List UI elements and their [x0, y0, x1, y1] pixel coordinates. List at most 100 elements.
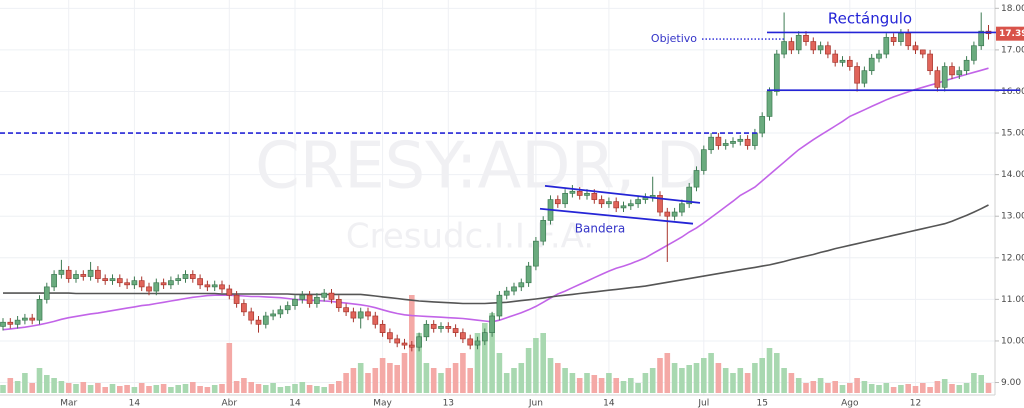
- volume-bar: [343, 373, 349, 393]
- volume-bar: [197, 386, 203, 393]
- candle-body: [533, 240, 539, 267]
- x-tick-label: Abr: [222, 399, 238, 408]
- volume-bar: [284, 386, 291, 393]
- candle-body: [693, 170, 700, 188]
- candle-body: [51, 274, 57, 288]
- candle-body: [919, 49, 926, 55]
- candle-body: [416, 336, 422, 348]
- volume-bar: [649, 368, 656, 393]
- candle-body: [525, 265, 532, 284]
- volume-bar: [416, 333, 422, 393]
- volume-bar: [292, 384, 298, 393]
- x-tick-label: 13: [443, 399, 454, 408]
- candle-body: [255, 319, 262, 325]
- volume-bar: [817, 378, 824, 393]
- candle-body: [584, 192, 590, 196]
- y-tick-label: 15.00: [1001, 129, 1024, 139]
- candle-body: [679, 203, 685, 213]
- candle-body: [153, 282, 160, 292]
- candle-body: [481, 332, 488, 342]
- flag-lower: [539, 207, 694, 225]
- volume-bar: [511, 368, 517, 393]
- volume-bar: [664, 353, 671, 393]
- candle-body: [489, 315, 495, 333]
- candle-body: [445, 326, 452, 329]
- candle-body: [430, 323, 437, 329]
- candle-body: [219, 284, 225, 290]
- volume-bar: [233, 381, 240, 393]
- volume-bar: [883, 383, 890, 393]
- candle-body: [846, 59, 853, 67]
- volume-bar: [832, 381, 838, 393]
- volume-bar: [847, 383, 853, 393]
- volume-bar: [452, 363, 459, 393]
- candle-body: [7, 321, 14, 325]
- candle-body: [810, 41, 817, 51]
- candle-body: [876, 53, 882, 59]
- x-tick-label: Mar: [60, 399, 77, 408]
- watermark-subtitle: Cresudc.I.I.F.A.: [346, 217, 594, 257]
- volume-bar: [657, 358, 663, 393]
- volume-bar: [430, 368, 437, 393]
- volume-bar: [795, 378, 802, 393]
- volume-bar: [547, 358, 554, 393]
- volume-bar: [401, 353, 408, 393]
- volume-bar: [934, 381, 941, 393]
- volume-bar: [737, 368, 744, 393]
- last-price-box: [996, 26, 1024, 41]
- volume-bar: [774, 353, 780, 393]
- volume-bar: [0, 385, 6, 393]
- volume-bar: [956, 385, 963, 393]
- volume-bar: [708, 353, 714, 393]
- volume-bar: [482, 323, 488, 393]
- candle-body: [146, 286, 152, 292]
- volume-bar: [138, 383, 145, 393]
- volume-bar: [226, 343, 233, 393]
- volume-bar: [255, 384, 262, 393]
- y-tick-label: 17.00: [1001, 45, 1024, 55]
- candle-body: [861, 70, 868, 84]
- volume-bar: [387, 363, 393, 393]
- candle-body: [314, 296, 320, 304]
- volume-bar: [124, 385, 130, 393]
- candle-body: [890, 37, 897, 42]
- volume-bar: [467, 368, 473, 393]
- volume-bar: [160, 384, 167, 393]
- candle-body: [722, 143, 729, 146]
- candle-body: [299, 294, 306, 300]
- volume-bar: [825, 383, 831, 393]
- volume-bar: [14, 381, 21, 393]
- candle-body: [971, 45, 977, 61]
- volume-bar: [898, 385, 904, 393]
- volume-bar: [788, 373, 795, 393]
- candle-body: [803, 34, 809, 42]
- volume-bar: [927, 387, 933, 393]
- x-tick-label: 12: [910, 399, 921, 408]
- volume-bar: [978, 375, 984, 393]
- moving-average: [3, 204, 989, 305]
- y-tick-label: 18.00: [1001, 4, 1024, 14]
- volume-bar: [182, 384, 189, 393]
- candle-body: [598, 199, 605, 205]
- candle-body: [277, 309, 284, 315]
- volume-bar: [36, 368, 43, 393]
- candle-body: [606, 201, 612, 205]
- volume-bar: [7, 378, 14, 393]
- volume-bar: [474, 333, 481, 393]
- volume-bar: [350, 368, 357, 393]
- candle-body: [635, 199, 641, 205]
- candle-body: [825, 45, 831, 55]
- volume-bar: [314, 386, 320, 393]
- candle-body: [941, 66, 948, 88]
- volume-bar: [394, 365, 400, 393]
- last-price-label: 17.39: [999, 29, 1024, 39]
- volume-bar: [766, 348, 773, 393]
- candle-body: [773, 53, 780, 92]
- y-tick-label: 12.00: [1001, 253, 1024, 263]
- candle-body: [328, 292, 335, 300]
- volume-bar: [839, 385, 846, 393]
- candle-body: [131, 280, 138, 286]
- volume-bar: [715, 363, 722, 393]
- candle-body: [357, 311, 364, 319]
